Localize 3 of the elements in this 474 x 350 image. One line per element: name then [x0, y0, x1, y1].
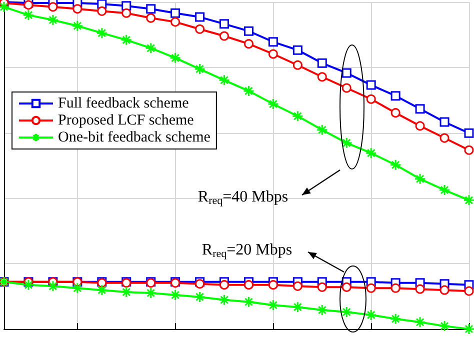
- legend-label: One-bit feedback scheme: [58, 130, 211, 146]
- legend-label: Full feedback scheme: [58, 96, 190, 112]
- legend-label: Proposed LCF scheme: [58, 112, 194, 128]
